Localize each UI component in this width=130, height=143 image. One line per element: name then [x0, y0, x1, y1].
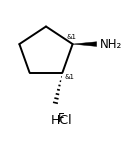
Text: &1: &1 [67, 34, 77, 40]
Text: NH₂: NH₂ [100, 38, 122, 51]
Text: F: F [57, 112, 64, 125]
Text: &1: &1 [64, 74, 74, 80]
Polygon shape [73, 42, 97, 46]
Text: HCl: HCl [51, 114, 73, 127]
